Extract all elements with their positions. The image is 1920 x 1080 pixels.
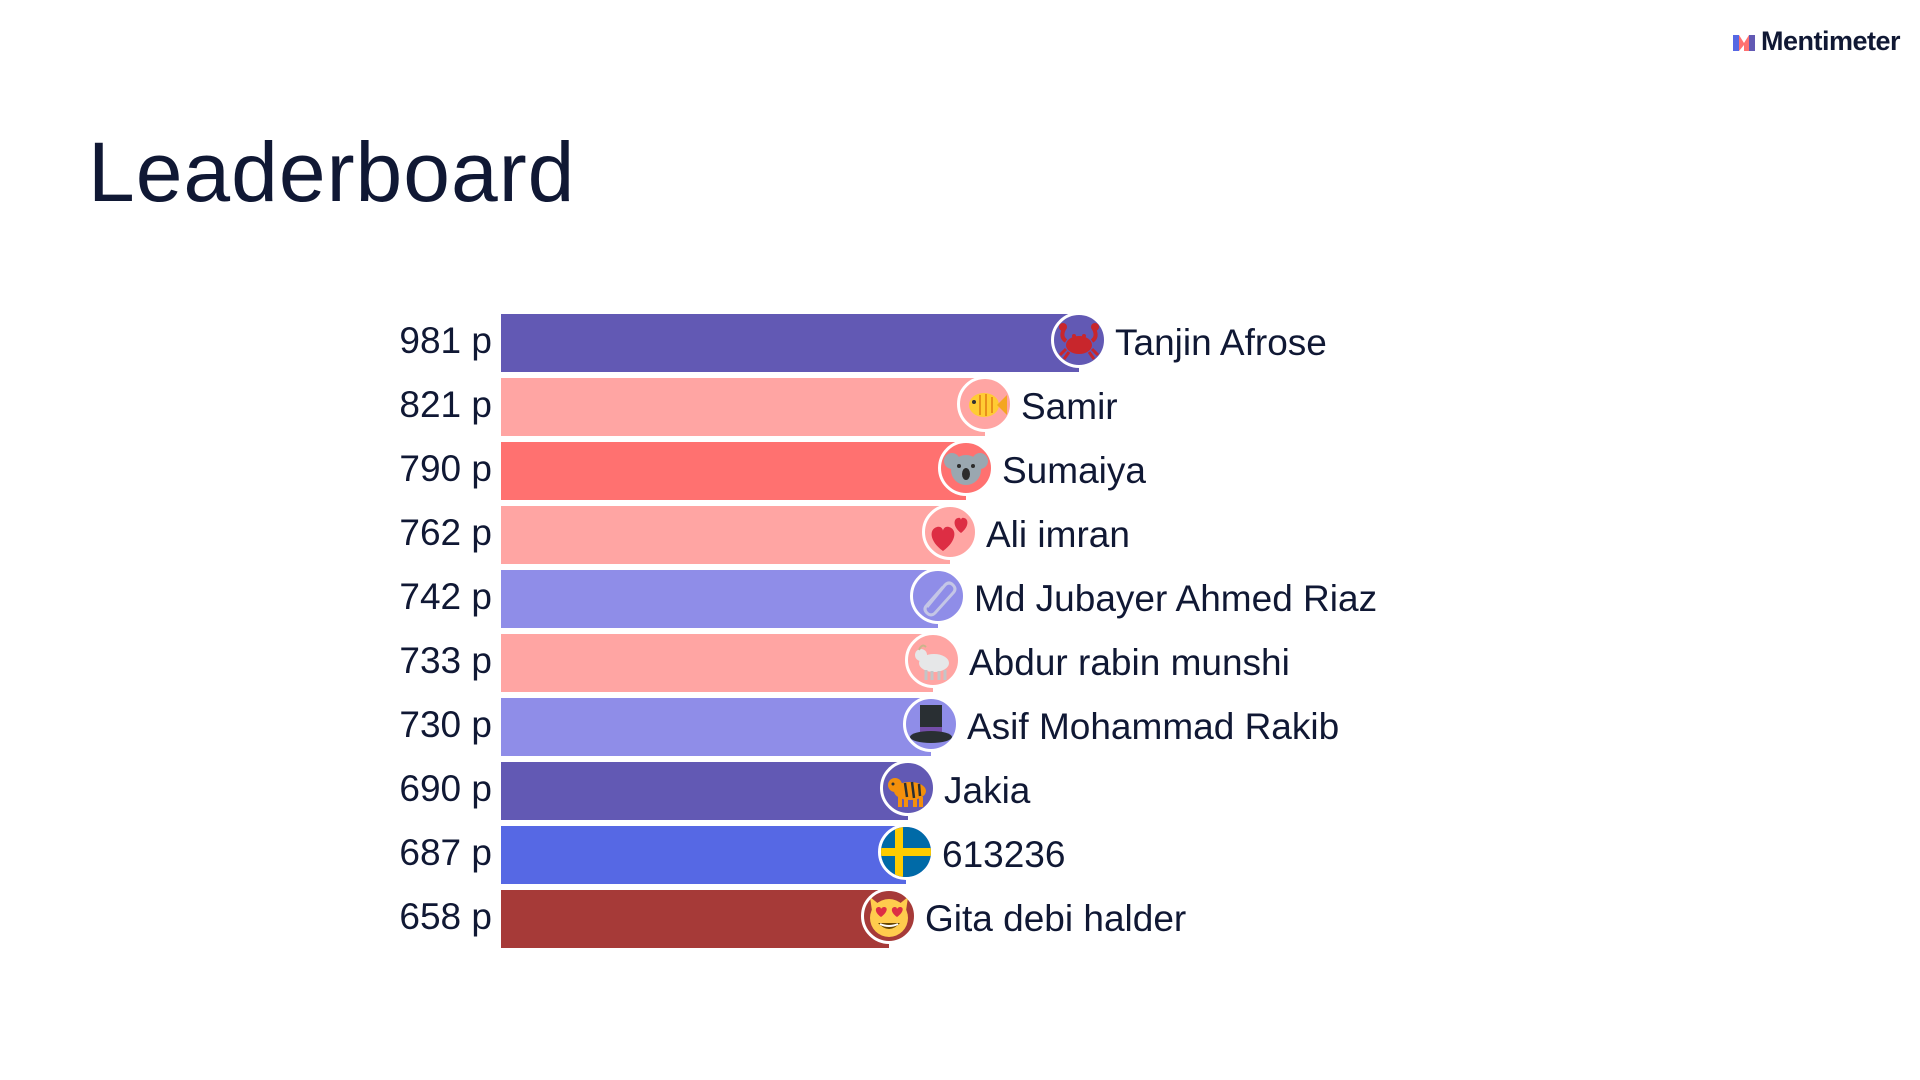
avatar [957, 376, 1013, 432]
score-label: 790 p [399, 448, 492, 489]
score-label: 733 p [399, 640, 492, 681]
leaderboard-row: 687 p 613236 [0, 824, 1920, 888]
score-bar [501, 442, 966, 500]
score-label: 730 p [399, 704, 492, 745]
leaderboard-row: 742 p Md Jubayer Ahmed Riaz [0, 568, 1920, 632]
crab-icon [1054, 315, 1104, 365]
fish-icon [960, 379, 1010, 429]
leaderboard-row: 730 p Asif Mohammad Rakib [0, 696, 1920, 760]
participant-name: Sumaiya [1002, 450, 1146, 491]
avatar [910, 568, 966, 624]
koala-icon [941, 443, 991, 493]
participant-name: Abdur rabin munshi [969, 642, 1290, 683]
paperclip-icon [913, 571, 963, 621]
leaderboard-row: 981 p Tanjin Afrose [0, 312, 1920, 376]
score-bar [501, 634, 933, 692]
score-label: 687 p [399, 832, 492, 873]
goat-icon [908, 635, 958, 685]
leaderboard-row: 762 p Ali imran [0, 504, 1920, 568]
participant-name: Asif Mohammad Rakib [967, 706, 1340, 747]
sweden-flag-icon [881, 827, 931, 877]
two-hearts-icon [925, 507, 975, 557]
participant-name: Jakia [944, 770, 1031, 811]
avatar [1051, 312, 1107, 368]
participant-name: Tanjin Afrose [1115, 322, 1327, 363]
avatar [922, 504, 978, 560]
avatar [878, 824, 934, 880]
avatar [861, 888, 917, 944]
score-bar [501, 698, 931, 756]
participant-name: 613236 [942, 834, 1066, 875]
score-bar [501, 762, 908, 820]
score-label: 762 p [399, 512, 492, 553]
leaderboard-row: 821 p Samir [0, 376, 1920, 440]
leaderboard-row: 658 p Gita debi halder [0, 888, 1920, 952]
score-bar [501, 314, 1079, 372]
score-label: 658 p [399, 896, 492, 937]
avatar [905, 632, 961, 688]
leaderboard-row: 733 p Abdur rabin munshi [0, 632, 1920, 696]
leaderboard-row: 690 p Jakia [0, 760, 1920, 824]
score-bar [501, 890, 889, 948]
participant-name: Samir [1021, 386, 1118, 427]
page-title: Leaderboard [88, 125, 576, 219]
mentimeter-logo: Mentimeter [1732, 26, 1901, 57]
participant-name: Gita debi halder [925, 898, 1187, 939]
avatar [903, 696, 959, 752]
avatar [938, 440, 994, 496]
heart-eyes-cat-icon [864, 891, 914, 941]
top-hat-icon [906, 699, 956, 749]
avatar [880, 760, 936, 816]
score-label: 690 p [399, 768, 492, 809]
score-label: 821 p [399, 384, 492, 425]
tiger-icon [883, 763, 933, 813]
brand-name: Mentimeter [1760, 26, 1901, 56]
score-bar [501, 378, 985, 436]
leaderboard-row: 790 p Sumaiya [0, 440, 1920, 504]
score-bar [501, 506, 950, 564]
participant-name: Ali imran [986, 514, 1130, 555]
mentimeter-logo-icon [1732, 34, 1755, 51]
score-label: 742 p [399, 576, 492, 617]
score-bar [501, 570, 938, 628]
score-label: 981 p [399, 320, 492, 361]
participant-name: Md Jubayer Ahmed Riaz [974, 578, 1378, 619]
score-bar [501, 826, 906, 884]
